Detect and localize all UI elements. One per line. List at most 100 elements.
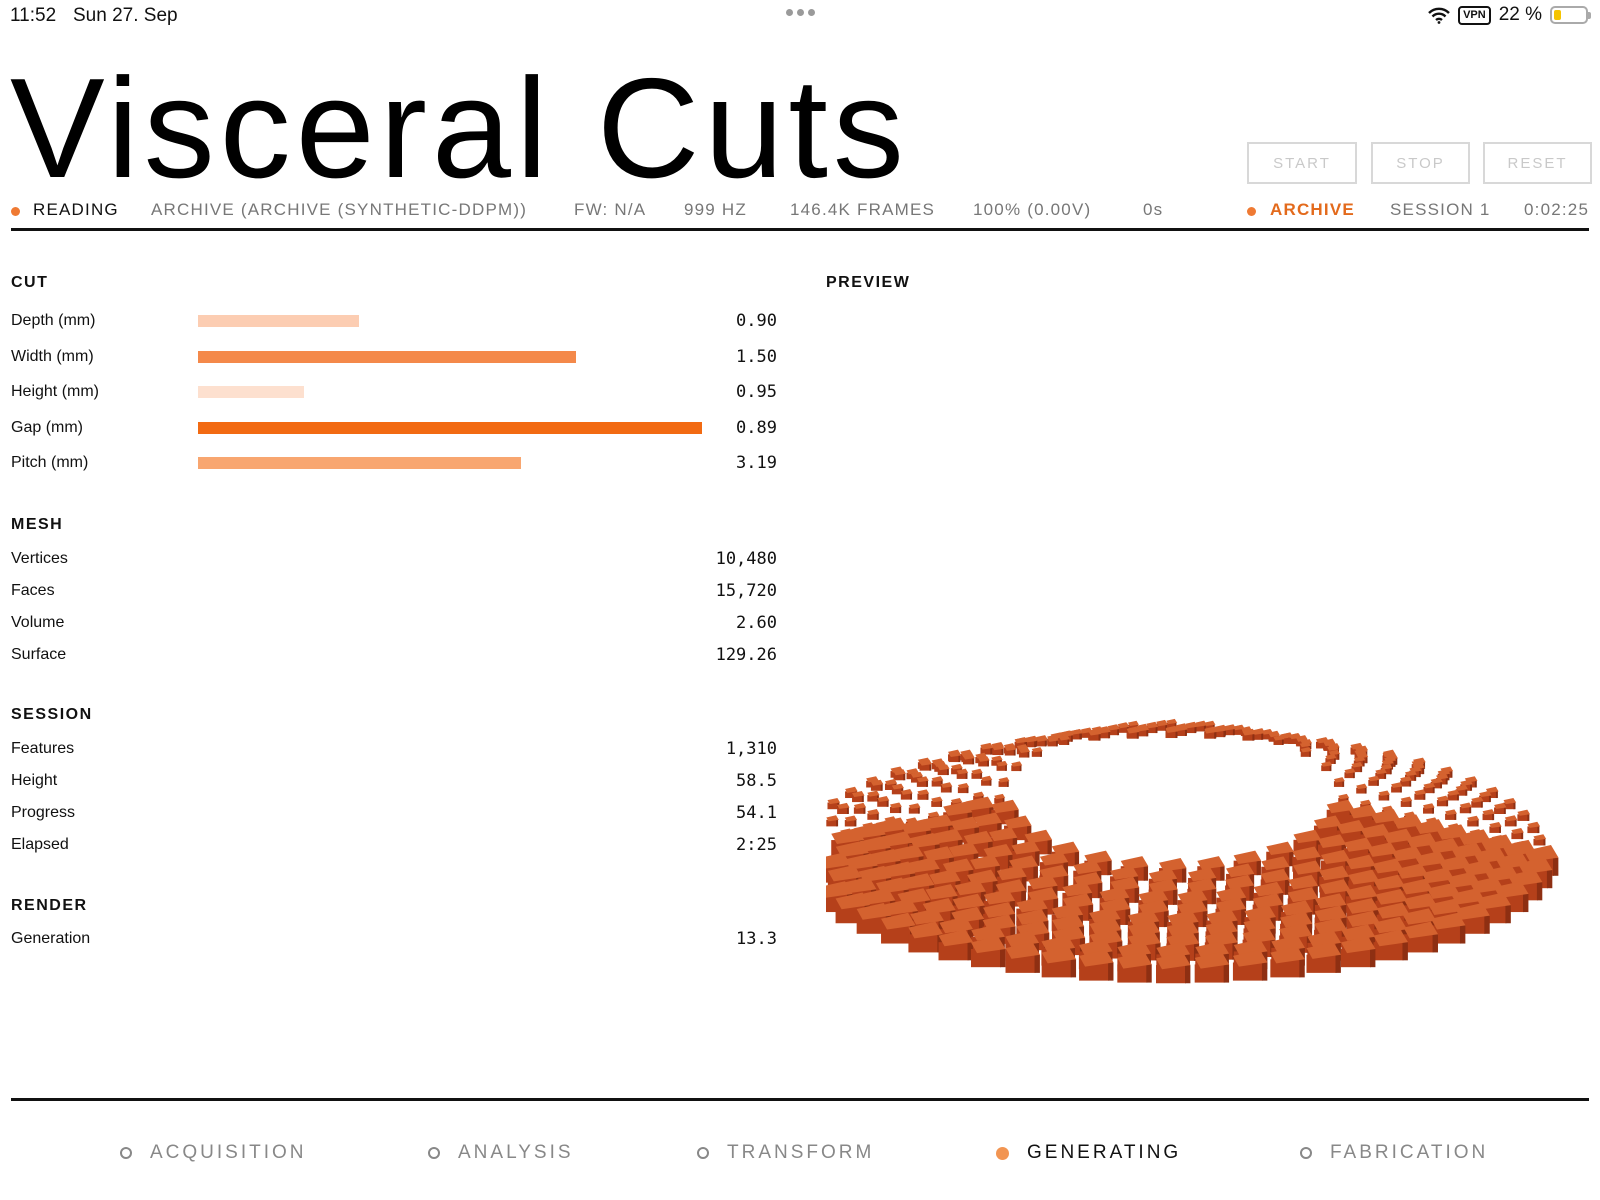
preview-block [1166, 718, 1178, 729]
archive-mode-label[interactable]: ARCHIVE [1270, 200, 1355, 219]
preview-block [1185, 722, 1198, 734]
preview-block [1447, 789, 1460, 801]
preview-block [1333, 777, 1345, 787]
reading-state: READING [33, 200, 119, 219]
preview-block [870, 779, 884, 791]
preview-block [1423, 803, 1435, 814]
mesh-row-label: Faces [11, 582, 55, 599]
preview-block [938, 929, 974, 961]
preview-block [1459, 802, 1472, 814]
preview-block [994, 793, 1006, 804]
preview-block [1165, 726, 1179, 739]
preview-block [971, 936, 1006, 968]
preview-block [1403, 921, 1439, 953]
preview-block [957, 783, 970, 794]
preview-block [1321, 761, 1333, 772]
preview-block [837, 802, 850, 814]
battery-icon [1550, 6, 1591, 24]
preview-block [1070, 729, 1082, 740]
session-row-value: 2:25 [736, 835, 777, 855]
preview-block [908, 803, 921, 814]
preview-block [1156, 720, 1168, 731]
mesh-row-value: 2.60 [736, 613, 777, 633]
preview-block [1031, 747, 1043, 757]
preview-block [1018, 747, 1031, 758]
info-bar: READING ARCHIVE (ARCHIVE (SYNTHETIC-DDPM… [0, 198, 1600, 226]
preview-block [1108, 724, 1120, 736]
preview-block [937, 764, 950, 776]
preview-block [998, 777, 1010, 787]
multitasking-dots-icon[interactable] [786, 9, 815, 16]
session-row-label: Features [11, 740, 75, 757]
preview-block [1156, 952, 1191, 984]
preview-block [1511, 827, 1524, 840]
preview-3d-render[interactable] [826, 600, 1576, 1065]
preview-block [1479, 790, 1492, 803]
firmware-label: FW: N/A [574, 200, 647, 219]
nav-item-analysis[interactable]: ANALYSIS [428, 1142, 574, 1164]
session-row-label: Height [11, 772, 58, 789]
preview-block [1273, 735, 1285, 745]
preview-block [1517, 809, 1531, 821]
step-ring-icon [120, 1147, 132, 1159]
preview-block [1494, 802, 1507, 814]
nav-item-transform[interactable]: TRANSFORM [697, 1142, 874, 1164]
preview-block [1195, 721, 1207, 732]
nav-item-label: ANALYSIS [458, 1142, 574, 1163]
preview-block [1445, 809, 1457, 820]
preview-block [948, 750, 962, 763]
archive-mode-dot [1247, 207, 1256, 216]
preview-block [1400, 796, 1413, 807]
nav-item-generating[interactable]: GENERATING [996, 1142, 1181, 1164]
preview-block [971, 768, 983, 779]
preview-block [1270, 946, 1305, 978]
render-section-title: RENDER [11, 897, 88, 914]
preview-block [1306, 942, 1341, 973]
preview-block [1242, 729, 1256, 741]
preview-block [1079, 949, 1114, 981]
preview-block [889, 802, 902, 814]
preview-block [1136, 725, 1149, 737]
preview-block [1533, 834, 1547, 846]
preview-block [1378, 790, 1390, 801]
preview-block [1126, 727, 1140, 739]
preview-block [1223, 724, 1236, 736]
preview-block [980, 743, 993, 755]
preview-block [1204, 727, 1217, 739]
preview-block [940, 782, 953, 793]
session-row-value: 1,310 [725, 739, 777, 759]
preview-block [1117, 951, 1152, 983]
mesh-row-value: 129.26 [715, 645, 777, 665]
cut-value-bar [198, 350, 576, 363]
preview-block [1503, 797, 1517, 810]
preview-block [1471, 796, 1484, 808]
nav-item-fabrication[interactable]: FABRICATION [1300, 1142, 1488, 1164]
preview-block [981, 775, 993, 786]
session-section-title: SESSION [11, 706, 93, 723]
cut-value-bar [198, 457, 521, 469]
render-row-label: Generation [11, 930, 91, 947]
preview-block [1414, 789, 1427, 800]
preview-block [852, 790, 865, 803]
rate-label: 999 HZ [684, 200, 747, 219]
preview-block [908, 921, 943, 953]
preview-block [1088, 729, 1102, 741]
preview-block [1194, 951, 1230, 983]
preview-block [931, 796, 943, 807]
mesh-row-label: Surface [11, 646, 67, 663]
preview-block [867, 790, 880, 802]
reset-button[interactable]: RESET [1483, 142, 1592, 184]
cut-row-label: Height (mm) [11, 383, 100, 400]
preview-block [1005, 942, 1041, 973]
level-label: 100% (0.00V) [973, 200, 1092, 219]
session-label: SESSION 1 [1390, 200, 1491, 219]
source-label: ARCHIVE (ARCHIVE (SYNTHETIC-DDPM)) [151, 200, 528, 219]
preview-block [1146, 722, 1159, 734]
active-step-dot-icon [996, 1146, 1009, 1160]
cut-value-bar [198, 386, 304, 398]
nav-item-acquisition[interactable]: ACQUISITION [120, 1142, 307, 1164]
start-button[interactable]: START [1247, 142, 1357, 184]
preview-block [1035, 736, 1048, 747]
status-bar: 11:52 Sun 27. Sep VPN 22 % [0, 0, 1600, 32]
stop-button[interactable]: STOP [1371, 142, 1470, 184]
